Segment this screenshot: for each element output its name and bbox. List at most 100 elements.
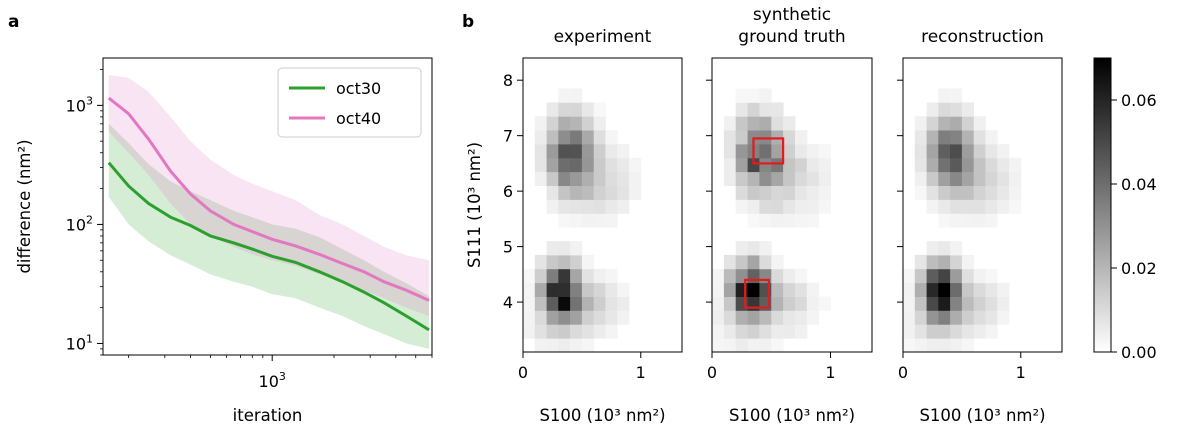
legend-entry-oct40: oct40 xyxy=(336,109,381,128)
heatmap-cell xyxy=(985,324,998,339)
heatmap-cell xyxy=(570,102,583,117)
heatmap-cell xyxy=(759,199,772,214)
colorbar-gradient xyxy=(1093,57,1112,353)
heatmap-cell xyxy=(783,324,796,339)
heatmap-cell xyxy=(735,88,748,103)
heatmap-cell xyxy=(985,282,998,297)
y-axis-label: difference (nm²) xyxy=(15,139,34,273)
heatmap-cell xyxy=(783,171,796,186)
heatmap-cell xyxy=(523,296,536,311)
heatmap-cell xyxy=(771,296,784,311)
heatmap-cell xyxy=(973,324,986,339)
heatmap-cell xyxy=(593,185,606,200)
heatmap-cell xyxy=(783,130,796,145)
band-oct40 xyxy=(108,75,430,316)
heatmap-cell xyxy=(1009,185,1022,200)
heatmap-cell xyxy=(605,324,618,339)
heatmap-cell xyxy=(747,310,760,325)
heatmap-cell xyxy=(950,268,963,284)
heatmap-cell xyxy=(747,199,760,214)
heatmap-cells xyxy=(712,88,831,352)
heatmap-cell xyxy=(926,185,939,200)
y-tick-label: 4 xyxy=(503,293,513,312)
heatmap-cell xyxy=(950,144,963,159)
heatmap-cell xyxy=(581,157,595,173)
heatmap-cell xyxy=(771,144,784,159)
heatmap-cell xyxy=(581,199,595,214)
heatmap-cell xyxy=(593,268,606,284)
heatmap-cell xyxy=(818,144,831,159)
heatmap-cell xyxy=(914,254,927,270)
x-axis-label: S100 (10³ nm²) xyxy=(919,406,1045,425)
heatmap-cell xyxy=(617,185,630,200)
heatmap-panel-3: reconstruction 0 1 S100 (10³ nm²) xyxy=(897,27,1063,425)
panel-title: synthetic xyxy=(753,5,831,25)
heatmap-cell xyxy=(593,213,606,228)
heatmap-cell xyxy=(581,102,595,117)
heatmap-cell xyxy=(914,268,927,284)
heatmap-cell xyxy=(593,116,606,131)
heatmap-cell xyxy=(795,324,808,339)
heatmap-cell xyxy=(558,338,571,352)
heatmap-cell xyxy=(593,130,606,145)
heatmap-cell xyxy=(961,171,975,186)
heatmap-cell xyxy=(523,268,536,284)
heatmap-cell xyxy=(771,199,784,214)
heatmap-cell xyxy=(938,310,951,325)
heatmap-cell xyxy=(914,157,927,173)
heatmap-cell xyxy=(759,324,772,339)
panel-title: ground truth xyxy=(738,27,845,47)
heatmap-cell xyxy=(546,241,559,256)
heatmap-cell xyxy=(938,144,951,159)
heatmap-cell xyxy=(570,144,583,159)
heatmap-cell xyxy=(570,171,583,186)
heatmap-cell xyxy=(985,296,998,311)
heatmap-cell xyxy=(771,310,784,325)
heatmap-cell xyxy=(783,185,796,200)
heatmap-cell xyxy=(926,324,939,339)
heatmap-cell xyxy=(961,282,975,297)
heatmap-cell xyxy=(961,268,975,284)
heatmap-cell xyxy=(973,199,986,214)
heatmap-cell xyxy=(605,199,618,214)
heatmap-cell xyxy=(926,171,939,186)
heatmap-cell xyxy=(558,116,571,131)
heatmap-cell xyxy=(747,338,760,352)
heatmap-cell xyxy=(903,310,916,325)
heatmap-cell xyxy=(747,241,760,256)
heatmap-cell xyxy=(938,116,951,131)
heatmap-cell xyxy=(558,102,571,117)
heatmap-cell xyxy=(723,130,737,145)
heatmap-cell xyxy=(997,310,1010,325)
heatmap-cell xyxy=(712,296,725,311)
heatmap-cell xyxy=(735,324,748,339)
heatmap-cell xyxy=(759,144,772,159)
heatmap-cell xyxy=(570,324,583,339)
panel-frame xyxy=(522,57,683,353)
heatmap-cell xyxy=(735,144,748,159)
heatmap-cell xyxy=(581,268,595,284)
heatmap-cell xyxy=(723,296,737,311)
heatmap-cell xyxy=(771,130,784,145)
heatmap-cell xyxy=(712,268,725,284)
heatmap-cell xyxy=(985,199,998,214)
heatmap-cell xyxy=(961,310,975,325)
heatmap-cell xyxy=(818,199,831,214)
heatmap-cell xyxy=(735,116,748,131)
heatmap-cell xyxy=(950,254,963,270)
heatmap-panel-1: experiment 0 1 4 5 6 7 8 S100 (10³ nm²) xyxy=(503,27,683,425)
heatmap-cell xyxy=(903,324,916,339)
heatmap-cell xyxy=(534,282,547,297)
heatmap-cell xyxy=(961,130,975,145)
heatmap-cell xyxy=(795,171,808,186)
heatmap-cell xyxy=(806,282,820,297)
heatmap-cell xyxy=(735,241,748,256)
heatmap-cell xyxy=(795,282,808,297)
heatmap-cell xyxy=(783,144,796,159)
y-tick-label: 102 xyxy=(66,213,93,234)
heatmap-cell xyxy=(747,88,760,103)
y-tick-label-exp: 2 xyxy=(86,213,93,226)
